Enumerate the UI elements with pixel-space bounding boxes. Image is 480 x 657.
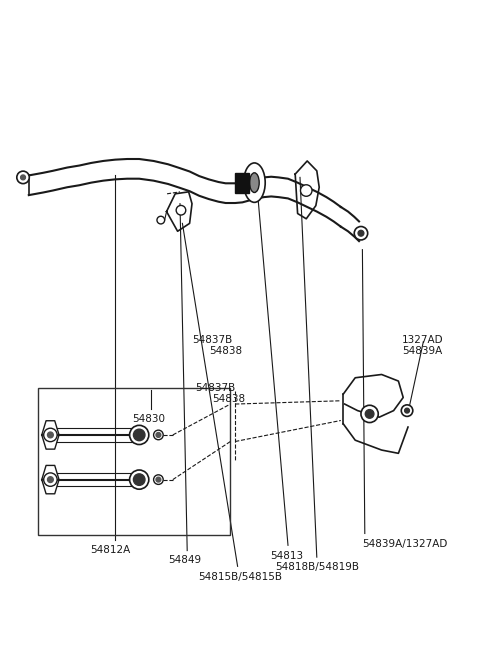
Circle shape [157, 216, 165, 224]
Circle shape [48, 477, 53, 482]
Circle shape [405, 408, 409, 413]
Text: 54839A/1327AD: 54839A/1327AD [362, 539, 448, 549]
Text: 54815B/54815B: 54815B/54815B [198, 572, 282, 581]
Circle shape [401, 405, 413, 417]
Circle shape [21, 175, 25, 180]
Circle shape [354, 227, 368, 240]
Text: 54813: 54813 [270, 551, 304, 560]
Bar [38, 388, 230, 535]
Circle shape [48, 432, 53, 438]
Ellipse shape [243, 163, 265, 202]
Circle shape [176, 206, 186, 215]
Circle shape [154, 430, 163, 440]
Text: 54838: 54838 [212, 394, 245, 404]
Circle shape [156, 477, 161, 482]
Circle shape [44, 473, 57, 486]
Circle shape [300, 185, 312, 196]
Circle shape [365, 409, 374, 419]
Bar [235, 173, 250, 193]
Text: 54838: 54838 [209, 346, 242, 356]
Ellipse shape [250, 173, 259, 193]
Text: 54818B/54819B: 54818B/54819B [275, 562, 359, 572]
Circle shape [130, 470, 149, 489]
Text: 54849: 54849 [168, 555, 202, 565]
Text: 54830: 54830 [132, 414, 165, 424]
Text: 54837B: 54837B [192, 335, 232, 345]
Circle shape [17, 171, 29, 183]
Text: 54839A: 54839A [402, 346, 443, 356]
Circle shape [358, 231, 364, 236]
Circle shape [130, 425, 149, 445]
Circle shape [154, 475, 163, 484]
Text: 54837B: 54837B [195, 383, 236, 393]
Text: 1327AD: 1327AD [402, 335, 443, 345]
Circle shape [156, 432, 161, 438]
Text: 54812A: 54812A [90, 545, 131, 555]
Circle shape [361, 405, 378, 422]
Circle shape [133, 474, 145, 486]
Circle shape [44, 428, 57, 442]
Circle shape [133, 429, 145, 441]
